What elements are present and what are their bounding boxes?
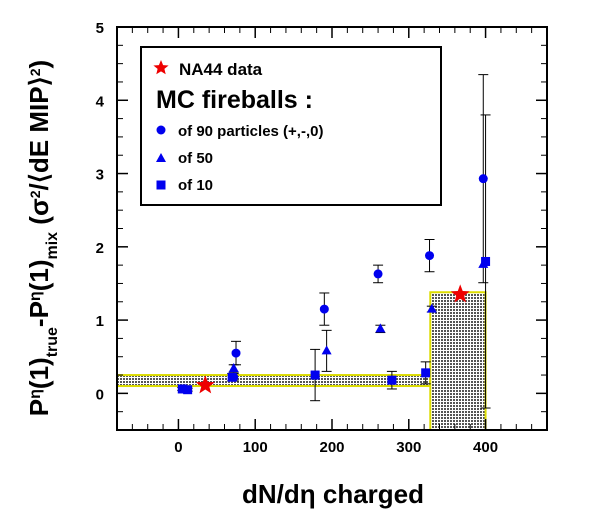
circle-point — [319, 304, 329, 314]
y-label-sup2: 2 — [27, 190, 43, 198]
y-label-eta2: η — [27, 291, 44, 301]
x-tick-label: 300 — [396, 439, 421, 456]
square-point — [227, 372, 237, 382]
star-point — [450, 284, 470, 303]
legend-box — [140, 46, 442, 206]
y-label-p6: ) — [24, 60, 54, 69]
square-point — [421, 368, 431, 378]
triangle-point — [426, 303, 437, 313]
circle-point — [478, 174, 488, 184]
legend-circle-label: of 90 particles (+,-,0) — [178, 123, 323, 140]
legend-circle-marker — [156, 125, 166, 135]
legend: NA44 data MC fireballs : of 90 particles… — [140, 46, 442, 206]
band-1 — [429, 291, 487, 432]
square-point — [183, 385, 193, 395]
x-tick-label: 200 — [319, 439, 344, 456]
y-tick-label: 3 — [96, 167, 104, 184]
y-label-p1: P — [24, 399, 54, 416]
y-tick-label: 2 — [96, 240, 104, 257]
x-tick-label: 0 — [174, 439, 182, 456]
circle-point — [373, 269, 383, 279]
legend-triangle-label: of 50 — [178, 150, 213, 167]
y-tick-label: 0 — [96, 386, 104, 403]
y-label-sub-true: true — [44, 327, 61, 357]
y-label-sup3: 2 — [27, 68, 43, 76]
y-label-p5: /⟨dE MIP⟩ — [24, 76, 54, 190]
circle-point — [231, 348, 241, 358]
bands-layer — [116, 291, 487, 432]
square-point — [177, 384, 187, 394]
x-tick-label: 400 — [473, 439, 498, 456]
y-label-eta1: η — [27, 389, 44, 399]
y-tick-label: 5 — [96, 20, 104, 37]
y-label-minus: -P — [24, 301, 54, 327]
square-point — [310, 370, 320, 380]
y-label-p2: (1) — [24, 357, 54, 389]
triangle-point — [228, 362, 239, 372]
circle-point — [425, 251, 435, 261]
triangle-point — [375, 323, 386, 333]
legend-square-marker — [156, 180, 166, 190]
x-axis-label: dN/dη charged — [242, 479, 424, 509]
square-point — [387, 375, 397, 385]
legend-na44-label: NA44 data — [179, 60, 263, 79]
legend-mc-header: MC fireballs : — [156, 86, 313, 114]
square-point — [481, 256, 491, 266]
x-tick-label: 100 — [243, 439, 268, 456]
ticks-layer: 0 100 200 300 400 0 1 2 3 4 5 — [96, 20, 548, 456]
y-label-sub-mix: mix — [44, 232, 61, 260]
legend-triangle-marker — [156, 153, 166, 162]
y-axis-label: Pη(1)true-Pη(1)mix (σ2/⟨dE MIP⟩2) — [24, 60, 61, 416]
triangle-point — [321, 345, 332, 355]
y-label-p4: (σ — [24, 198, 54, 232]
markers-layer — [177, 174, 491, 395]
legend-star-marker — [153, 60, 169, 75]
y-tick-label: 4 — [96, 93, 105, 110]
legend-square-label: of 10 — [178, 177, 213, 194]
star-point — [195, 375, 215, 394]
y-label-p3: (1) — [24, 260, 54, 292]
band-0 — [116, 374, 432, 388]
y-tick-label: 1 — [96, 313, 104, 330]
